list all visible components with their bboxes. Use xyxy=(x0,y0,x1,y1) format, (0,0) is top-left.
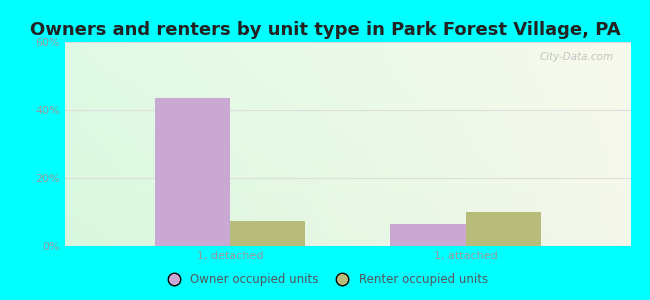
Legend: Owner occupied units, Renter occupied units: Owner occupied units, Renter occupied un… xyxy=(157,269,493,291)
Bar xyxy=(390,224,465,246)
Text: Owners and renters by unit type in Park Forest Village, PA: Owners and renters by unit type in Park … xyxy=(30,21,620,39)
Bar xyxy=(230,220,306,246)
Text: City-Data.com: City-Data.com xyxy=(540,52,614,62)
Bar xyxy=(465,212,541,246)
Bar xyxy=(155,98,230,246)
